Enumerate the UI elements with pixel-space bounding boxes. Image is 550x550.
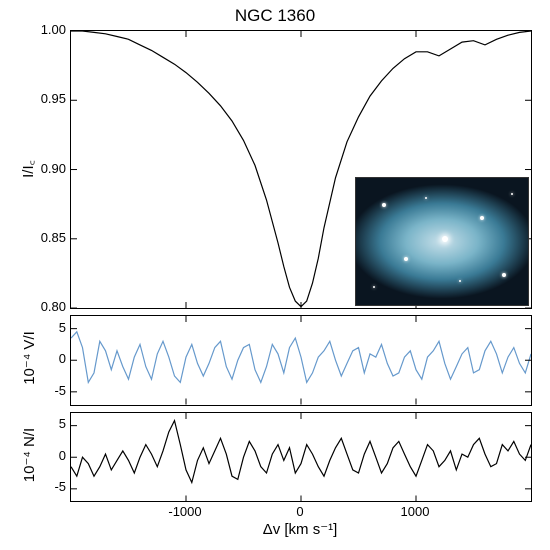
xtick-label: 0 — [270, 504, 330, 519]
ytick-label: 1.00 — [26, 22, 66, 37]
xtick-label: -1000 — [155, 504, 215, 519]
ytick-label: 0.80 — [26, 299, 66, 314]
ytick-label: 5 — [26, 416, 66, 431]
ytick-label: -5 — [26, 479, 66, 494]
bottom-panel — [70, 412, 532, 502]
ytick-label: 0.90 — [26, 161, 66, 176]
chart-title: NGC 1360 — [0, 6, 550, 26]
ytick-label: 0 — [26, 351, 66, 366]
ytick-label: 0 — [26, 448, 66, 463]
ytick-label: 0.85 — [26, 230, 66, 245]
xtick-label: 1000 — [385, 504, 445, 519]
ytick-label: 5 — [26, 320, 66, 335]
ytick-label: 0.95 — [26, 91, 66, 106]
chart-area — [70, 30, 530, 500]
ytick-label: -5 — [26, 383, 66, 398]
middle-panel — [70, 315, 532, 405]
xlabel: Δv [km s⁻¹] — [70, 520, 530, 538]
nebula-inset-image — [355, 177, 529, 306]
